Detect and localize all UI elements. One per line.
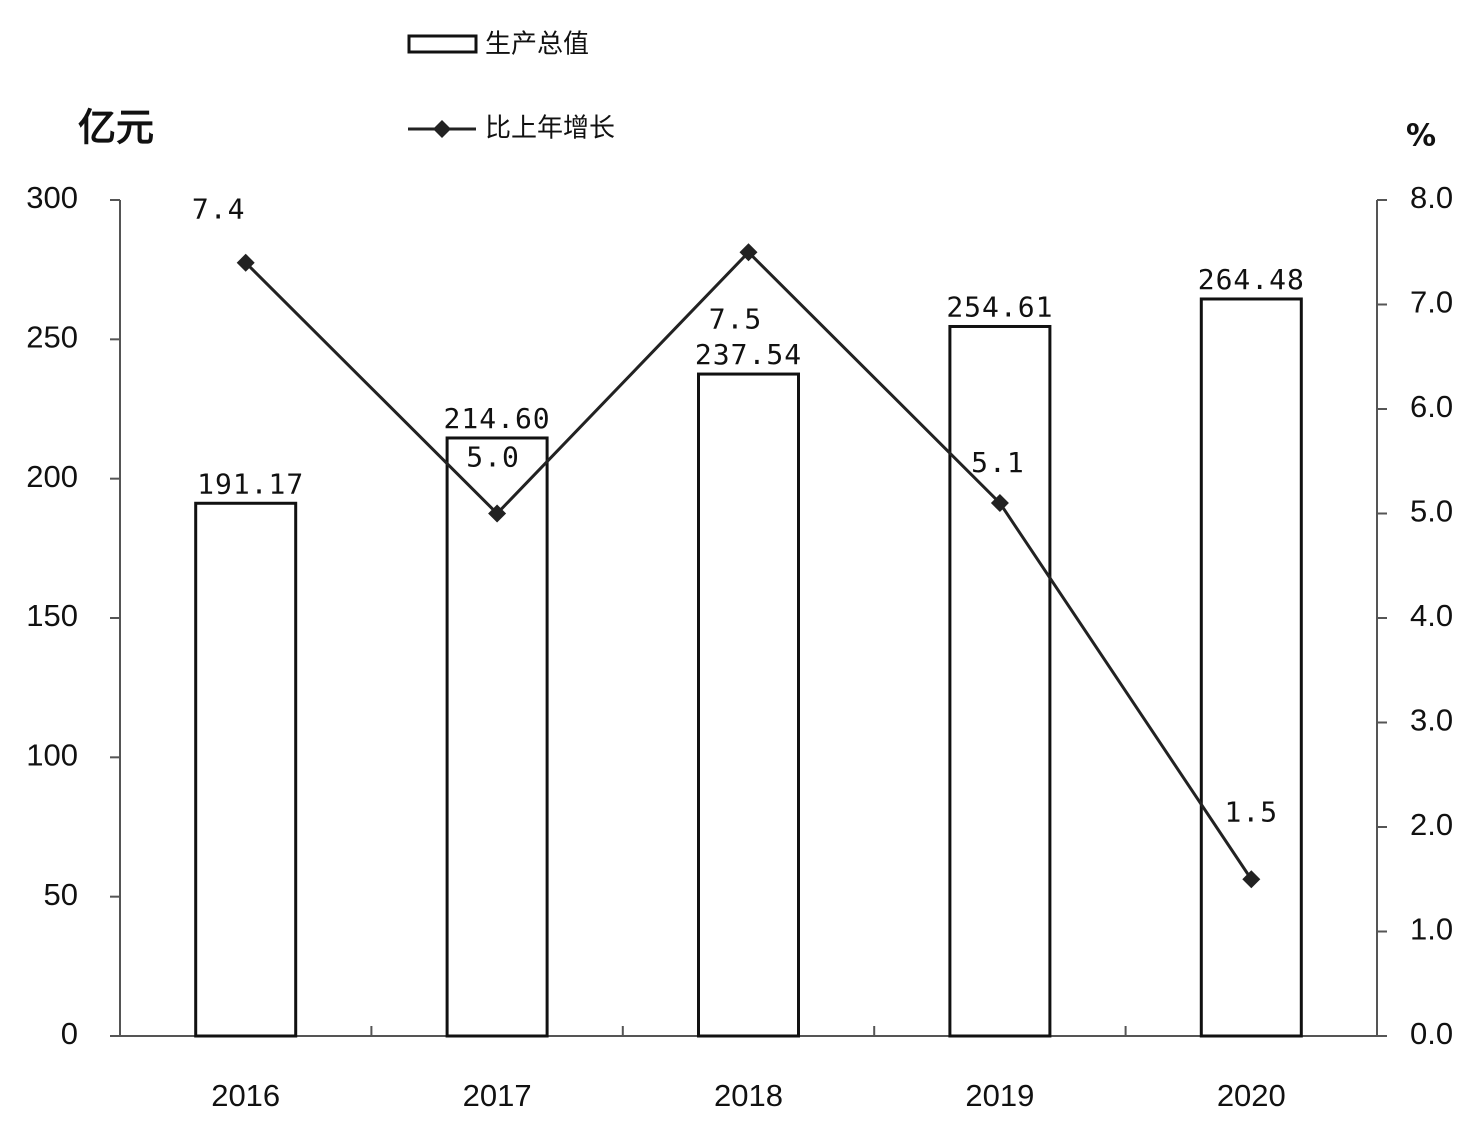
legend-label: 生产总值 (485, 30, 589, 60)
bar (194, 501, 298, 1038)
y2-axis-label: % (1406, 119, 1436, 154)
y2-tick-label: 7.0 (1410, 285, 1453, 320)
line-marker (236, 253, 255, 272)
y-tick-label: 50 (44, 877, 78, 912)
x-tick-label: 2016 (211, 1078, 280, 1113)
y-tick-label: 100 (26, 738, 78, 773)
line-value-label: 5.1 (971, 446, 1025, 479)
bar-value-label: 214.60 (444, 402, 551, 435)
line-value-label: 5.0 (466, 441, 520, 474)
y2-tick-label: 4.0 (1410, 598, 1453, 633)
y2-tick-label: 8.0 (1410, 180, 1453, 215)
bar-value-label: 264.48 (1198, 263, 1305, 296)
y-tick-label: 0 (61, 1016, 78, 1051)
y-tick-label: 200 (26, 459, 78, 494)
bar (697, 372, 800, 1038)
x-tick-label: 2019 (965, 1078, 1034, 1113)
legend-marker (433, 120, 451, 138)
y2-tick-label: 5.0 (1410, 494, 1453, 529)
x-tick-label: 2020 (1217, 1078, 1286, 1113)
y-tick-label: 300 (26, 180, 78, 215)
x-tick-label: 2017 (463, 1078, 532, 1113)
line-value-label: 1.5 (1225, 795, 1279, 828)
y2-tick-label: 1.0 (1410, 912, 1453, 947)
y-axis-label: 亿元 (78, 106, 154, 150)
line-value-label: 7.4 (192, 193, 246, 226)
bar-value-label: 237.54 (695, 338, 802, 371)
bar (1199, 297, 1303, 1038)
bar-value-label: 254.61 (946, 290, 1053, 323)
bar (445, 436, 549, 1038)
legend-bar-swatch (407, 34, 478, 54)
bar-value-label: 191.17 (197, 467, 304, 500)
y-tick-label: 150 (26, 598, 78, 633)
y-tick-label: 250 (26, 320, 78, 355)
legend-label: 比上年增长 (485, 114, 615, 144)
y2-tick-label: 6.0 (1410, 389, 1453, 424)
x-tick-label: 2018 (714, 1078, 783, 1113)
bar (948, 324, 1052, 1038)
line-marker (488, 504, 507, 523)
y2-tick-label: 0.0 (1410, 1016, 1453, 1051)
line-marker (990, 494, 1009, 513)
line-value-label: 7.5 (709, 302, 763, 335)
line-marker (739, 243, 758, 262)
y2-tick-label: 3.0 (1410, 703, 1453, 738)
line-marker (1242, 870, 1261, 889)
y2-tick-label: 2.0 (1410, 807, 1453, 842)
